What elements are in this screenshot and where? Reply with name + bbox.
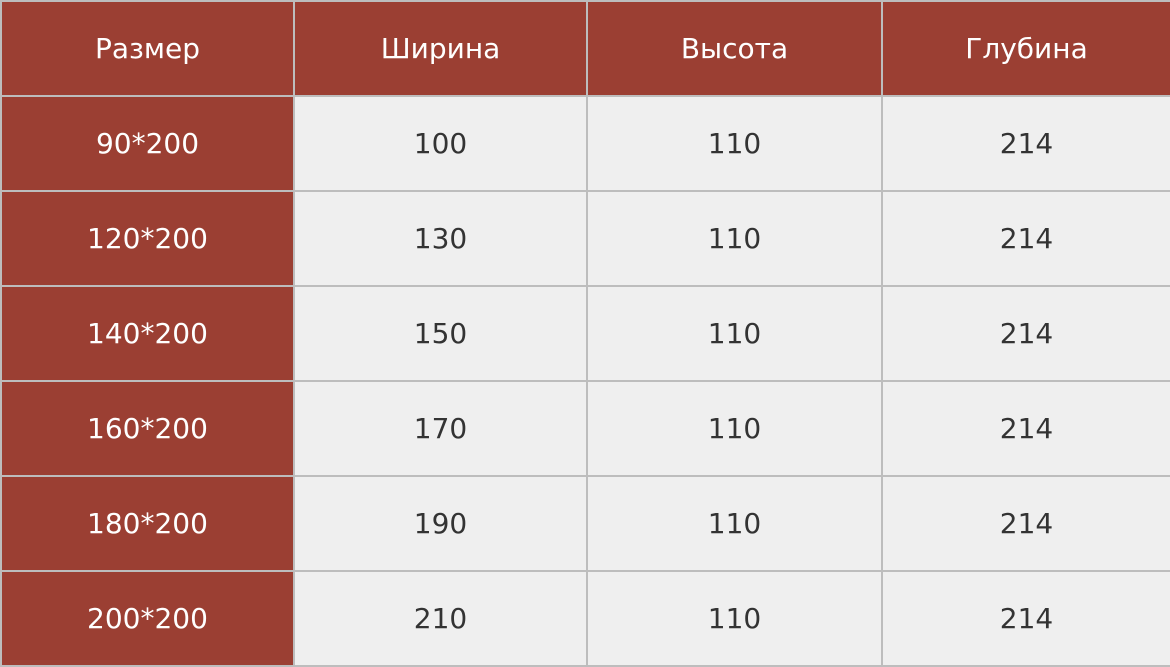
header-width: Ширина xyxy=(293,0,588,97)
header-depth: Глубина xyxy=(881,0,1170,97)
header-row: Размер Ширина Высота Глубина xyxy=(0,0,1170,97)
cell-depth: 214 xyxy=(881,570,1170,667)
table-row: 200*200 210 110 214 xyxy=(0,570,1170,667)
cell-depth: 214 xyxy=(881,95,1170,192)
table-row: 120*200 130 110 214 xyxy=(0,190,1170,287)
cell-size: 90*200 xyxy=(0,95,295,192)
table-row: 180*200 190 110 214 xyxy=(0,475,1170,572)
cell-height: 110 xyxy=(586,95,883,192)
cell-depth: 214 xyxy=(881,380,1170,477)
cell-height: 110 xyxy=(586,475,883,572)
table-body: 90*200 100 110 214 120*200 130 110 214 140*200 15… xyxy=(0,95,1170,667)
cell-size: 120*200 xyxy=(0,190,295,287)
cell-width: 130 xyxy=(293,190,588,287)
table-row: 160*200 170 110 214 xyxy=(0,380,1170,477)
cell-depth: 214 xyxy=(881,285,1170,382)
header-size: Размер xyxy=(0,0,295,97)
cell-size: 200*200 xyxy=(0,570,295,667)
cell-width: 150 xyxy=(293,285,588,382)
cell-height: 110 xyxy=(586,285,883,382)
cell-width: 210 xyxy=(293,570,588,667)
cell-size: 140*200 xyxy=(0,285,295,382)
cell-width: 100 xyxy=(293,95,588,192)
table-row: 140*200 150 110 214 xyxy=(0,285,1170,382)
cell-height: 110 xyxy=(586,190,883,287)
cell-depth: 214 xyxy=(881,475,1170,572)
cell-size: 160*200 xyxy=(0,380,295,477)
cell-width: 190 xyxy=(293,475,588,572)
cell-width: 170 xyxy=(293,380,588,477)
header-height: Высота xyxy=(586,0,883,97)
cell-depth: 214 xyxy=(881,190,1170,287)
cell-height: 110 xyxy=(586,570,883,667)
cell-height: 110 xyxy=(586,380,883,477)
table-row: 90*200 100 110 214 xyxy=(0,95,1170,192)
cell-size: 180*200 xyxy=(0,475,295,572)
